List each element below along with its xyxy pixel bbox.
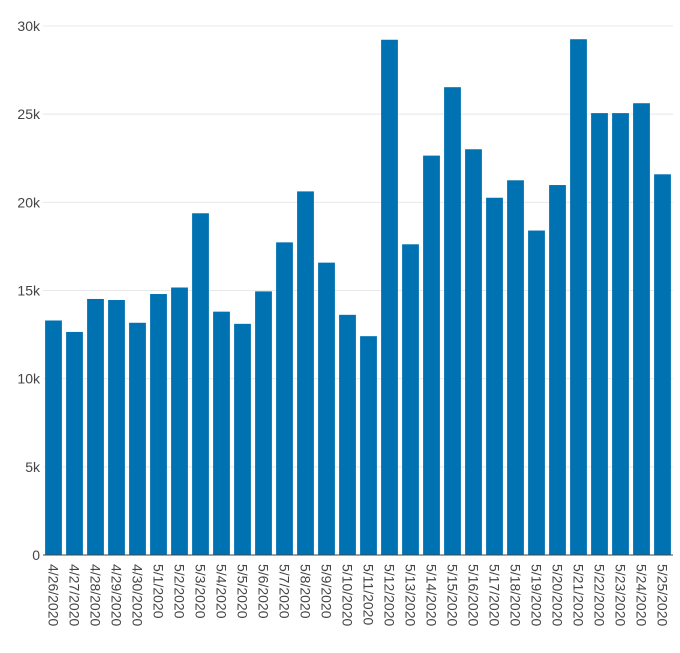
bar [654,174,671,556]
x-tick-label: 5/8/2020 [298,564,314,619]
bar [507,180,524,556]
bar [276,242,293,556]
x-tick-label: 5/12/2020 [382,564,398,626]
x-axis-ticks: 4/26/2020 4/27/2020 4/28/2020 4/29/2020 4/30… [46,564,671,626]
y-tick-label: 15k [17,283,41,299]
x-tick-label: 4/30/2020 [130,564,146,626]
x-tick-label: 5/18/2020 [508,564,524,626]
bar [423,155,440,556]
x-tick-label: 5/14/2020 [424,564,440,626]
bar [318,262,335,555]
x-tick-label: 5/15/2020 [445,564,461,626]
x-tick-label: 5/3/2020 [193,564,209,619]
x-tick-label: 5/6/2020 [256,564,272,619]
y-tick-label: 0 [32,547,40,563]
bar [129,322,146,555]
x-tick-label: 5/1/2020 [151,564,167,619]
x-tick-label: 4/29/2020 [109,564,125,626]
bar [45,320,62,555]
x-tick-label: 5/4/2020 [214,564,230,619]
bar [486,197,503,555]
x-tick-label: 5/25/2020 [655,564,671,626]
bar [465,149,482,555]
bar [528,230,545,556]
bar [402,244,419,556]
x-tick-label: 5/9/2020 [319,564,335,619]
bar-series [45,39,671,556]
bar [213,311,230,555]
x-tick-label: 5/19/2020 [529,564,545,626]
bar [591,113,608,556]
bar [444,87,461,555]
bar [297,191,314,555]
bar [66,331,83,555]
bar [360,336,377,555]
bar [570,39,587,556]
x-tick-label: 5/23/2020 [613,564,629,626]
y-tick-label: 10k [17,371,41,387]
bar [150,294,167,555]
bar [171,287,188,555]
gridlines [43,25,673,468]
bar [87,298,104,555]
x-tick-label: 5/10/2020 [340,564,356,626]
bar [633,103,650,555]
y-tick-label: 25k [17,106,41,122]
x-tick-label: 5/20/2020 [550,564,566,626]
x-tick-label: 4/28/2020 [88,564,104,626]
x-tick-label: 5/22/2020 [592,564,608,626]
bar [255,291,272,555]
bar [612,113,629,556]
bar [381,39,398,555]
x-tick-label: 4/26/2020 [46,564,62,626]
x-tick-label: 5/16/2020 [466,564,482,626]
x-tick-label: 5/17/2020 [487,564,503,626]
x-tick-label: 5/2/2020 [172,564,188,619]
x-tick-label: 5/7/2020 [277,564,293,619]
x-tick-label: 4/27/2020 [67,564,83,626]
x-tick-label: 5/5/2020 [235,564,251,619]
bar [192,213,209,555]
y-tick-label: 5k [25,459,41,475]
bar [108,300,125,555]
bar [339,314,356,555]
y-tick-label: 20k [17,194,41,210]
x-tick-label: 5/13/2020 [403,564,419,626]
y-axis-ticks: 0 5k 10k 15k 20k 25k 30k [17,18,41,563]
x-tick-label: 5/24/2020 [634,564,650,626]
bar [549,185,566,556]
y-tick-label: 30k [17,18,41,34]
x-tick-label: 5/21/2020 [571,564,587,626]
x-tick-label: 5/11/2020 [361,564,377,625]
bar [234,323,251,555]
